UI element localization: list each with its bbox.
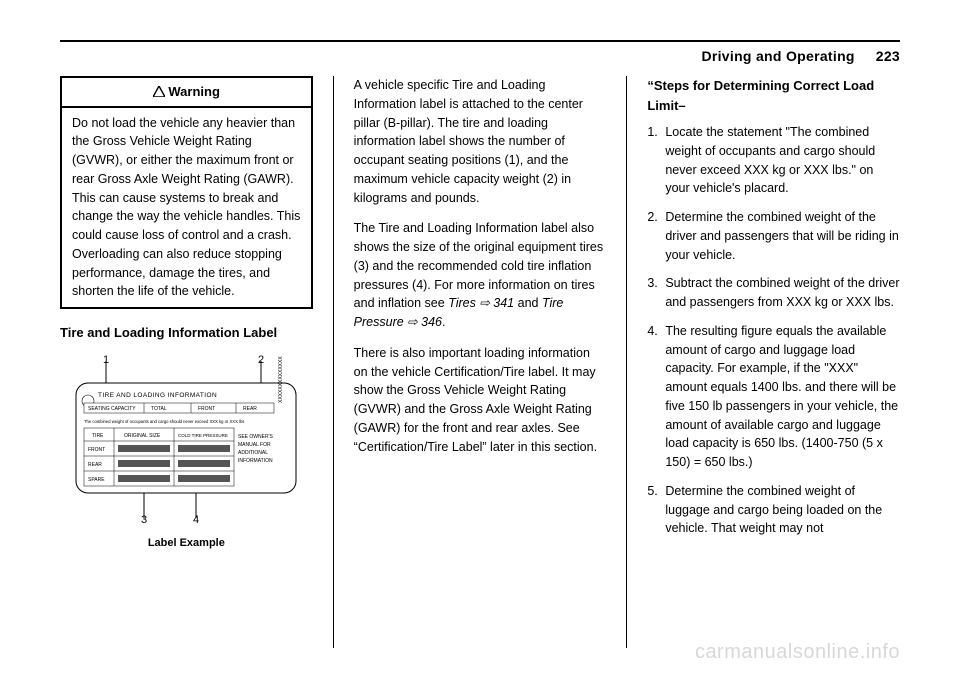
warning-title: Warning — [168, 84, 220, 99]
steps-list: Locate the statement "The combined weigh… — [647, 123, 900, 538]
th-press: COLD TIRE PRESSURE — [178, 433, 228, 438]
period: . — [442, 315, 445, 329]
step-5: Determine the combined weight of luggage… — [647, 482, 900, 538]
section-title: Driving and Operating — [701, 48, 854, 64]
step-1: Locate the statement "The combined weigh… — [647, 123, 900, 198]
column-3: “Steps for Determining Correct Load Limi… — [647, 76, 900, 648]
para-3: There is also important loading informat… — [354, 344, 607, 457]
label-caption: Label Example — [60, 535, 313, 552]
page-number: 223 — [876, 48, 900, 64]
subhead-tire-label: Tire and Loading Information Label — [60, 323, 313, 343]
and: and — [514, 296, 542, 310]
label-front: FRONT — [198, 406, 215, 412]
label-weight-text: The combined weight of occupants and car… — [84, 419, 244, 424]
label-seating: SEATING CAPACITY — [88, 406, 136, 412]
side-l1: SEE OWNER'S — [238, 434, 274, 440]
link-pg-346: 346 — [421, 315, 442, 329]
steps-heading: “Steps for Determining Correct Load Limi… — [647, 76, 900, 115]
step-3: Subtract the combined weight of the driv… — [647, 274, 900, 312]
para-2: The Tire and Loading Information label a… — [354, 219, 607, 332]
th-size: ORIGINAL SIZE — [124, 433, 161, 439]
page-header: Driving and Operating 223 — [60, 40, 900, 64]
side-l4: INFORMATION — [238, 458, 273, 464]
columns: Warning Do not load the vehicle any heav… — [60, 76, 900, 648]
link-tires: Tires — [448, 296, 476, 310]
side-l2: MANUAL FOR — [238, 442, 271, 448]
warning-head: Warning — [62, 78, 311, 108]
column-2: A vehicle specific Tire and Loading Info… — [354, 76, 607, 648]
column-divider-1 — [333, 76, 334, 648]
step-4: The resulting figure equals the availabl… — [647, 322, 900, 472]
warning-icon — [153, 86, 165, 97]
link-pg-341: 341 — [493, 296, 514, 310]
label-figure: 1 2 3 4 TIRE AND LOADING INFORMATION XXX… — [60, 353, 313, 552]
label-title: TIRE AND LOADING INFORMATION — [98, 392, 217, 399]
row-rear: REAR — [88, 462, 102, 468]
column-1: Warning Do not load the vehicle any heav… — [60, 76, 313, 648]
watermark: carmanualsonline.info — [695, 641, 900, 664]
warning-body: Do not load the vehicle any heavier than… — [62, 108, 311, 308]
label-side-x: XXXXXXXXXXXXXX — [278, 355, 284, 402]
para-1: A vehicle specific Tire and Loading Info… — [354, 76, 607, 207]
th-tire: TIRE — [92, 433, 104, 439]
row-spare: SPARE — [88, 477, 105, 483]
label-rear: REAR — [243, 406, 257, 412]
link-arrow-2: ⇨ — [404, 315, 421, 329]
row-front: FRONT — [88, 447, 105, 453]
label-total: TOTAL — [151, 406, 167, 412]
side-l3: ADDITIONAL — [238, 450, 268, 456]
callout-3: 3 — [141, 514, 147, 523]
step-2: Determine the combined weight of the dri… — [647, 208, 900, 264]
callout-2: 2 — [258, 354, 264, 366]
callout-4: 4 — [193, 514, 199, 523]
label-svg: 1 2 3 4 TIRE AND LOADING INFORMATION XXX… — [66, 353, 306, 523]
page: Driving and Operating 223 Warning Do not… — [0, 0, 960, 678]
callout-1: 1 — [103, 354, 109, 366]
column-divider-2 — [626, 76, 627, 648]
link-arrow-1: ⇨ — [476, 296, 493, 310]
warning-box: Warning Do not load the vehicle any heav… — [60, 76, 313, 309]
